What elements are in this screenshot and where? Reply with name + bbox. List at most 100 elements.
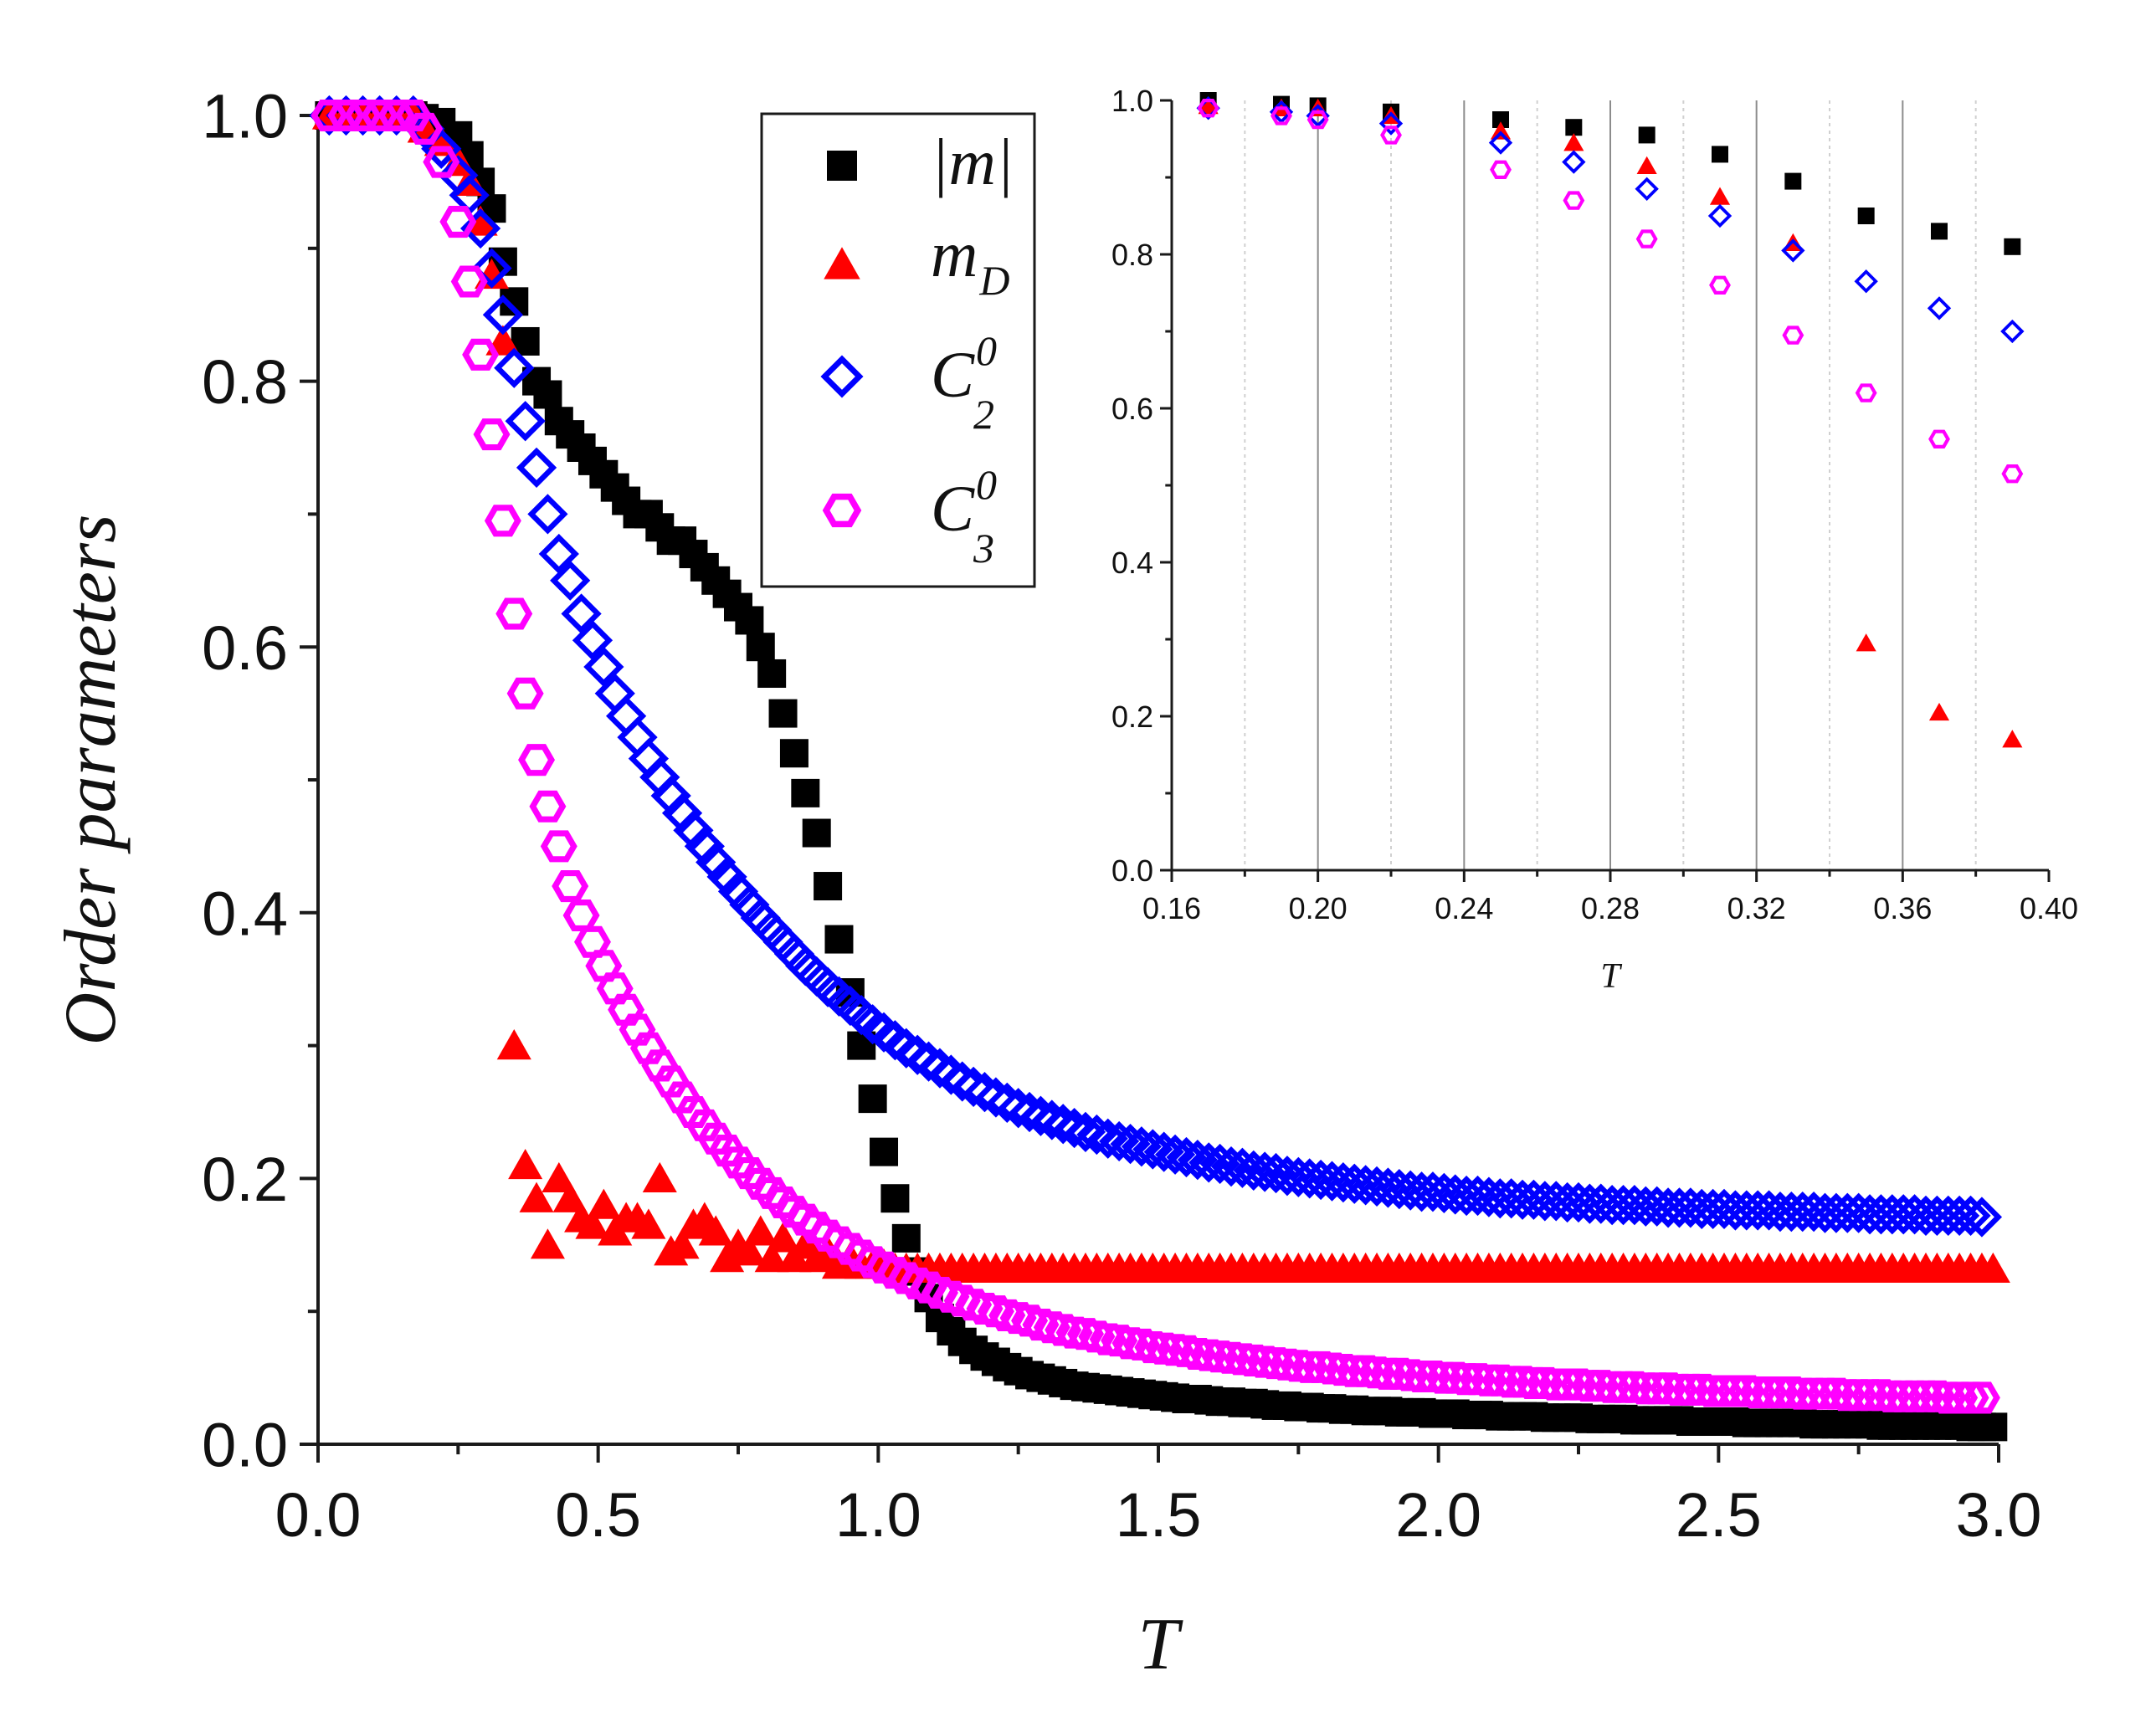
legend-label-m_D: mD [931, 218, 1009, 304]
point-m_D [1198, 95, 1219, 115]
point-C20 [1188, 1142, 1229, 1183]
point-m_abs [858, 1084, 887, 1114]
point-C30 [977, 1295, 1014, 1328]
x-tick-label: 0.32 [1727, 891, 1786, 925]
point-C20 [583, 646, 624, 688]
x-tick-label: 3.0 [1956, 1480, 2042, 1550]
point-m_abs [1638, 126, 1656, 144]
point-C30 [1782, 325, 1804, 345]
point-C30 [652, 1065, 690, 1098]
point-C30 [955, 1289, 993, 1321]
point-m_D [698, 1215, 733, 1246]
point-C30 [585, 950, 623, 982]
point-C20 [1255, 1152, 1296, 1194]
point-C20 [1854, 269, 1878, 294]
point-C30 [1490, 160, 1512, 179]
point-C20 [908, 1041, 949, 1082]
point-C30 [495, 597, 533, 630]
legend-entry-C20: C0 2 [820, 327, 997, 438]
point-C30 [1563, 191, 1585, 210]
point-C20 [1154, 1134, 1196, 1175]
legend-entry-m_abs: |m| [827, 126, 1014, 198]
point-C20 [964, 1072, 1005, 1113]
point-m_abs [768, 699, 798, 728]
x-tick-label: 0.40 [2020, 891, 2078, 925]
x-tick-label: 1.5 [1116, 1480, 1202, 1550]
x-axis-title: T [1138, 1604, 1184, 1685]
point-m_D [766, 1222, 801, 1253]
point-m_D [508, 1148, 543, 1180]
point-m_abs [735, 606, 764, 635]
point-C20 [1245, 1151, 1286, 1192]
point-m_D [1928, 702, 1950, 721]
point-C20 [1009, 1091, 1050, 1133]
point-C30 [518, 744, 556, 776]
point-m_abs [2004, 238, 2021, 255]
point-C20 [516, 447, 557, 488]
y-tick-label: 0.8 [1111, 238, 1153, 272]
point-m_D [1975, 1252, 2010, 1284]
x-tick-label: 0.0 [275, 1480, 362, 1550]
series-m_abs [315, 101, 2008, 1442]
point-m_D [1636, 156, 1657, 174]
point-C30 [473, 418, 511, 451]
point-C30 [664, 1081, 701, 1114]
point-m_D [743, 1215, 778, 1246]
x-tick-label: 0.24 [1435, 891, 1493, 925]
point-C20 [684, 826, 725, 867]
point-C30 [708, 1135, 746, 1167]
point-C30 [506, 677, 544, 710]
point-C20 [1222, 1147, 1263, 1188]
point-C30 [450, 265, 488, 298]
point-m_D [542, 1161, 577, 1193]
point-C30 [697, 1122, 735, 1155]
x-tick-label: 0.28 [1581, 891, 1640, 925]
point-C30 [641, 1049, 679, 1082]
y-tick-label: 0.0 [202, 1411, 288, 1480]
x-tick-label: 0.20 [1289, 891, 1348, 925]
y-tick-label: 0.6 [202, 613, 288, 683]
point-C20 [1950, 1195, 1991, 1236]
point-C30 [462, 338, 500, 371]
point-m_D [631, 1208, 666, 1239]
main-plot: 0.0 0.5 1.0 1.5 2.0 2.5 3.0 0.0 0.2 0.4 0.6 0.8 1.0 T… [50, 82, 2041, 1685]
inset-plot: 0.16 0.20 0.24 0.28 0.32 0.36 0.40 0.0 0.2 0.4 0.6… [1111, 84, 2078, 996]
point-C20 [1143, 1131, 1184, 1172]
point-C20 [1562, 150, 1586, 174]
point-m_D [552, 1181, 588, 1212]
point-C20 [1121, 1126, 1163, 1167]
y-tick-label: 0.2 [1111, 700, 1153, 734]
point-m_abs [757, 659, 787, 688]
point-C30 [608, 993, 645, 1026]
point-m_abs [824, 925, 854, 954]
point-m_D [530, 1228, 565, 1259]
point-m_D [665, 1228, 700, 1259]
point-m_abs [880, 1184, 910, 1213]
legend-marker-C30 [822, 493, 862, 528]
point-m_D [642, 1161, 677, 1193]
point-C30 [1306, 110, 1329, 130]
point-C20 [1635, 177, 1659, 201]
point-C30 [1963, 1381, 2000, 1414]
point-C20 [650, 775, 691, 817]
point-C30 [685, 1109, 723, 1141]
point-C30 [484, 505, 521, 537]
legend-entry-C30: C0 3 [822, 461, 997, 571]
y-tick-label: 0.4 [202, 879, 288, 948]
point-C30 [406, 112, 444, 145]
point-C30 [540, 830, 578, 863]
point-C20 [1177, 1140, 1218, 1181]
point-m_abs [746, 633, 775, 662]
point-C20 [1043, 1104, 1084, 1145]
y-tick-label: 1.0 [1111, 84, 1153, 118]
legend-label-C30: C0 3 [931, 461, 997, 571]
point-m_D [586, 1188, 621, 1219]
legend-box [760, 112, 1036, 588]
point-C20 [1927, 296, 1952, 320]
y-axis-title: Order parameters [50, 515, 131, 1046]
point-C30 [720, 1146, 757, 1179]
point-C30 [439, 206, 477, 238]
point-C30 [394, 99, 432, 132]
